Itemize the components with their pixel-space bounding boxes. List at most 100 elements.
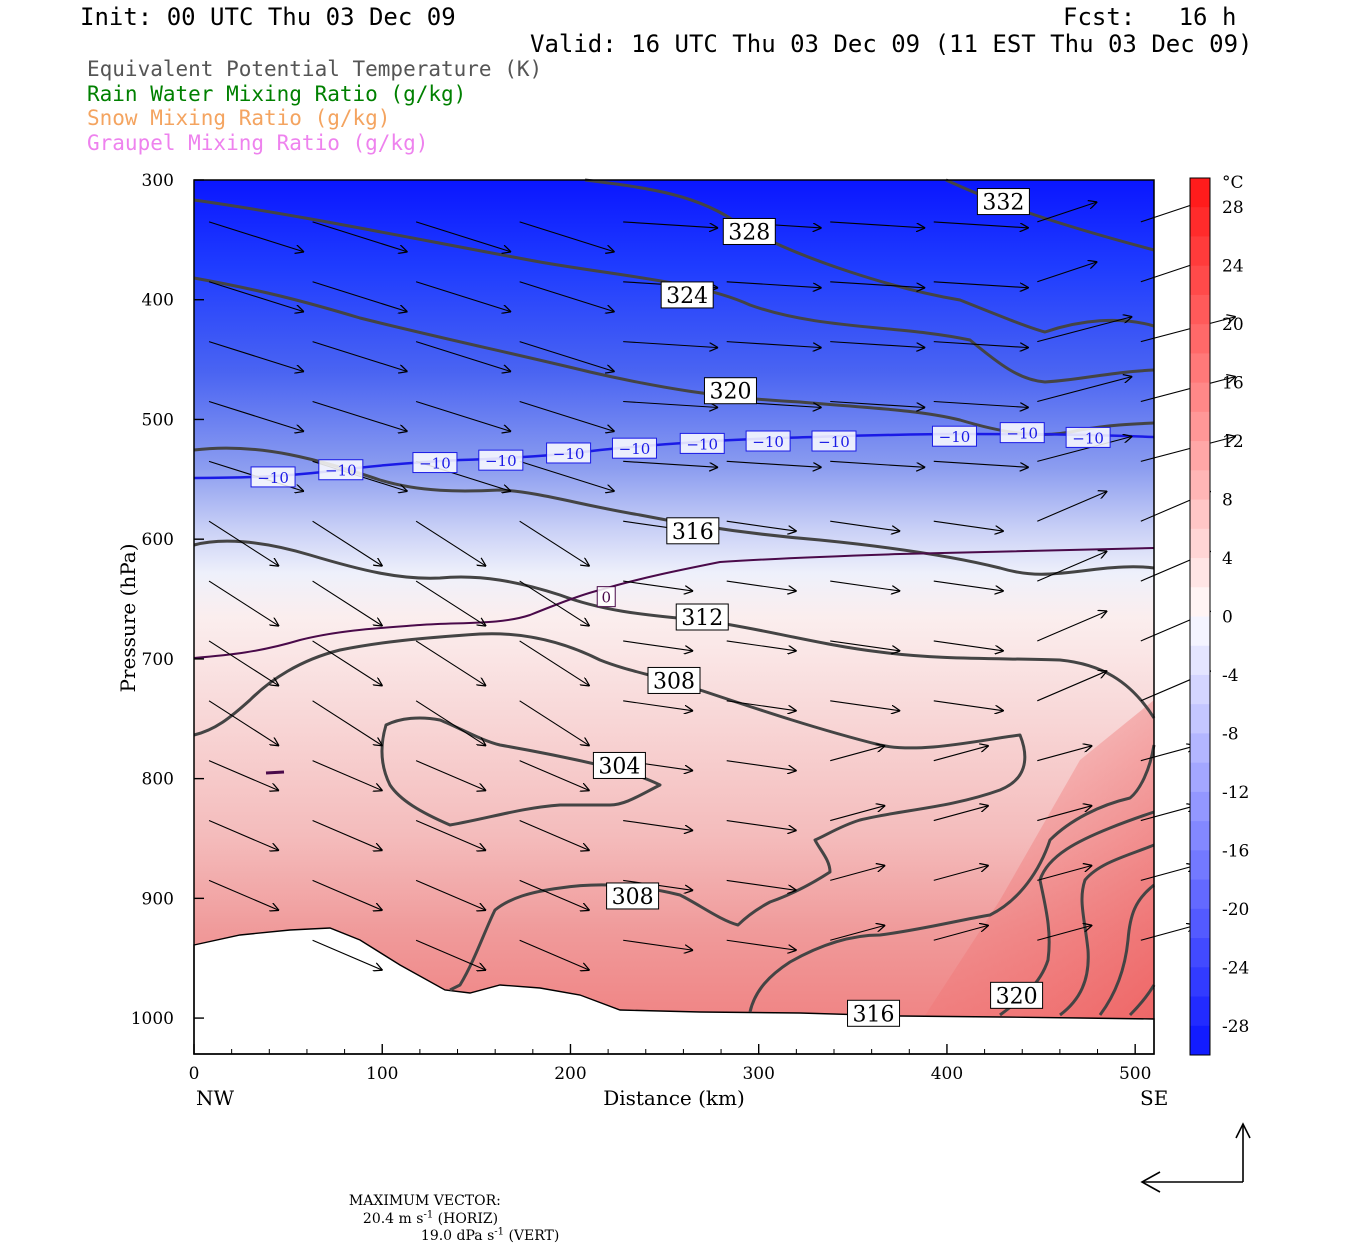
wind-vector — [830, 806, 885, 822]
wind-vector — [933, 520, 1004, 531]
colorbar-band — [1190, 324, 1210, 354]
wind-vector — [726, 700, 797, 711]
wind-vector — [312, 939, 383, 970]
colorbar-band — [1190, 674, 1210, 705]
colorbar-unit: °C — [1222, 173, 1244, 193]
wind-vector — [519, 400, 615, 431]
isotherm-label: −10 — [752, 433, 784, 451]
wind-vector — [415, 341, 511, 372]
isotherm-label: −10 — [818, 433, 850, 451]
theta-e-contour — [1059, 843, 1155, 1017]
wind-vector — [312, 700, 383, 746]
wind-vector — [208, 221, 304, 252]
theta-e-label: 316 — [853, 1002, 895, 1027]
colorbar-tick-label: -4 — [1222, 666, 1239, 686]
wind-vector — [726, 879, 797, 890]
colorbar-tick-label: 8 — [1222, 491, 1233, 511]
isotherm-label-box — [546, 442, 592, 464]
theta-e-label-box — [703, 377, 757, 405]
colorbar-tick-label: 12 — [1222, 432, 1244, 452]
x-end-label-nw: NW — [196, 1086, 235, 1110]
wind-vector — [830, 520, 900, 531]
theta-e-label: 304 — [598, 754, 640, 779]
init-label: Init: 00 UTC Thu 03 Dec 09 — [80, 3, 456, 31]
isotherm-label-box — [745, 430, 791, 452]
isotherm-label-box — [412, 452, 458, 474]
wind-vector — [933, 746, 989, 762]
x-axis-title: Distance (km) — [603, 1086, 745, 1110]
colorbar-band — [1190, 441, 1210, 471]
wind-vector — [1037, 262, 1097, 283]
wind-vector — [830, 460, 925, 467]
theta-e-label: 308 — [612, 885, 654, 910]
colorbar-tick-label: 28 — [1222, 198, 1244, 218]
colorbar-band — [1190, 470, 1210, 501]
colorbar-band — [1190, 996, 1210, 1027]
theta-e-label-box — [722, 217, 776, 245]
isotherm-label: −10 — [686, 435, 718, 453]
wind-vector — [726, 819, 797, 831]
theta-e-label-box — [990, 981, 1044, 1009]
wind-vector — [519, 221, 615, 252]
wind-vector — [1037, 202, 1097, 223]
y-tick-label: 900 — [142, 889, 174, 909]
colorbar-band — [1190, 938, 1210, 968]
colorbar-tick-label: -24 — [1222, 958, 1249, 978]
wind-vector — [1140, 376, 1236, 403]
colorbar-band — [1190, 499, 1210, 530]
wind-vector — [1037, 671, 1107, 702]
colorbar-band — [1190, 704, 1210, 734]
wind-vector — [415, 939, 486, 970]
rain-spot — [265, 770, 285, 775]
wind-vector — [726, 760, 797, 771]
wind-vector — [726, 341, 822, 348]
wind-vector — [1037, 491, 1107, 522]
isotherm-label-box — [811, 430, 857, 452]
wind-vector — [415, 520, 486, 566]
terrain-mask — [193, 927, 1155, 1055]
theta-e-label-box — [976, 188, 1030, 216]
isotherm-label-box — [596, 586, 616, 608]
colorbar-tick-label: 24 — [1222, 257, 1244, 277]
wind-vector — [415, 820, 486, 851]
theta-e-contour — [193, 632, 1027, 992]
colorbar-band — [1190, 879, 1210, 910]
colorbar-band — [1190, 850, 1210, 881]
wind-vector — [415, 281, 511, 312]
colorbar-band — [1190, 382, 1210, 413]
wind-vector — [1140, 806, 1196, 822]
theta-e-label-box — [647, 666, 701, 694]
isotherm-label: −10 — [1072, 429, 1104, 447]
wind-vector — [1140, 925, 1196, 941]
wind-vector — [1037, 865, 1092, 881]
theta-e-contour — [193, 198, 1155, 384]
colorbar-band — [1190, 294, 1210, 325]
isotherm-label-box — [611, 437, 657, 459]
colorbar-band — [1190, 762, 1210, 793]
wind-vector — [933, 806, 989, 822]
colorbar-band — [1190, 616, 1210, 647]
colorbar-band — [1190, 558, 1210, 588]
wind-vector — [623, 460, 718, 467]
legend-graupel: Graupel Mixing Ratio (g/kg) — [87, 130, 429, 155]
isotherm-label: −10 — [325, 462, 357, 480]
colorbar-band — [1190, 353, 1210, 384]
y-tick-label: 700 — [142, 650, 174, 670]
wind-vector — [208, 760, 279, 791]
colorbar-band — [1190, 587, 1210, 617]
isotherm-label-box — [318, 459, 364, 481]
wind-vector — [933, 341, 1029, 348]
wind-vector — [415, 400, 511, 431]
zero-isotherm — [193, 547, 1155, 659]
wind-vector — [519, 879, 590, 910]
theta-e-label: 332 — [982, 191, 1024, 216]
theta-e-label-box — [675, 603, 729, 631]
wind-vector — [726, 939, 797, 950]
wind-vector — [208, 580, 279, 626]
isotherm-label-box — [999, 422, 1045, 444]
temperature-colorbar: 28 24 20 16 12 8 4 0 -4 -8 -12 -16 -20 -24 -28 — [1189, 177, 1249, 1056]
colorbar-band — [1190, 645, 1210, 676]
y-tick-label: 800 — [142, 770, 174, 790]
wind-vector — [623, 939, 693, 950]
wind-vector — [519, 760, 590, 791]
